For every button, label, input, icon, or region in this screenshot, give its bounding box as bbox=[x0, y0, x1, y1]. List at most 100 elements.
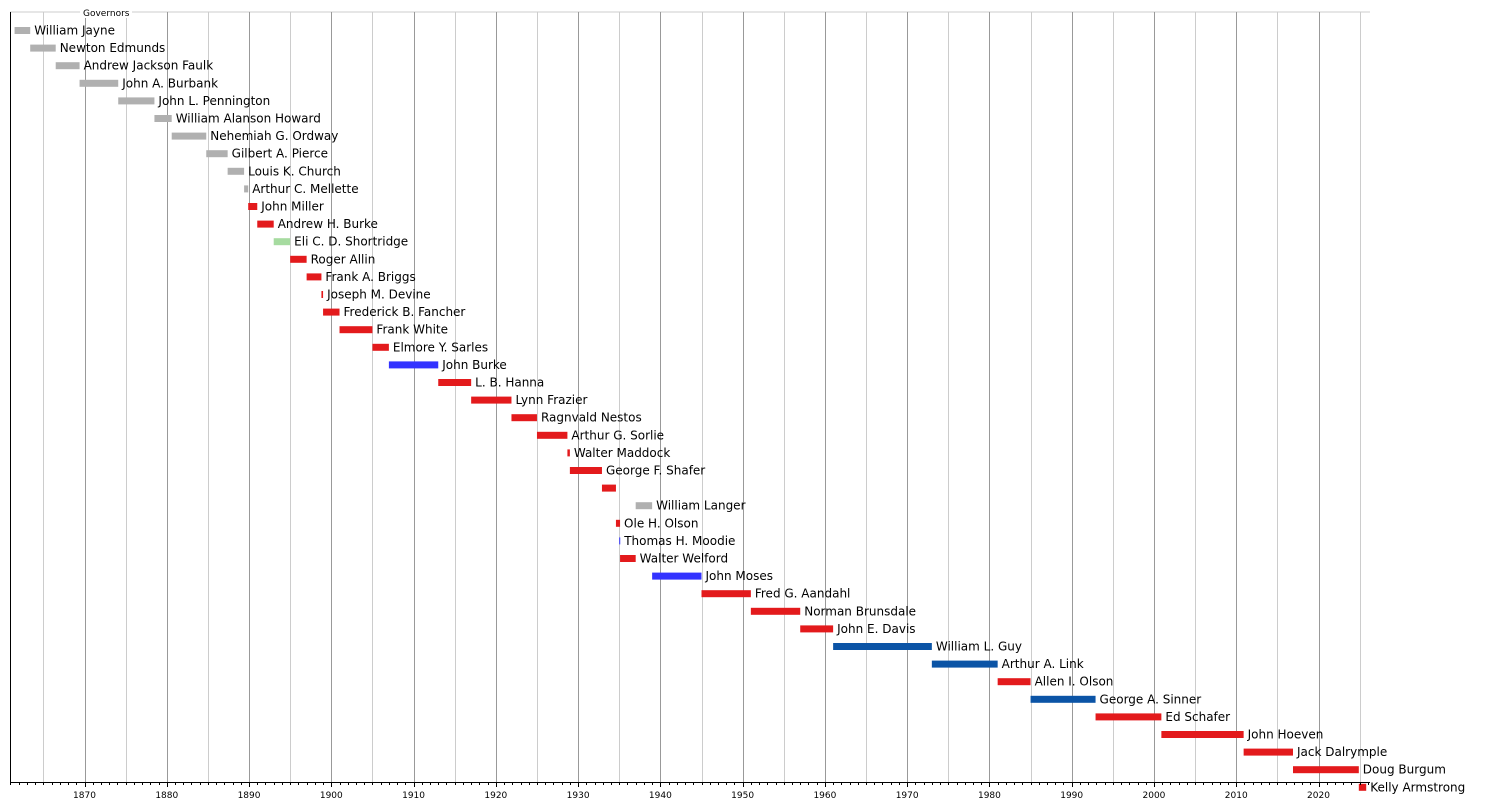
label-fred-g-aandahl: Fred G. Aandahl bbox=[755, 587, 851, 601]
label-andrew-jackson-faulk: Andrew Jackson Faulk bbox=[84, 59, 214, 73]
label-roger-allin: Roger Allin bbox=[311, 252, 376, 266]
label-ole-h-olson: Ole H. Olson bbox=[624, 516, 698, 530]
label-arthur-a-link: Arthur A. Link bbox=[1002, 657, 1084, 671]
label-eli-c-d-shortridge: Eli C. D. Shortridge bbox=[294, 235, 408, 249]
label-william-l-guy: William L. Guy bbox=[936, 640, 1022, 654]
x-tick-label-1980: 1980 bbox=[978, 791, 1001, 801]
label-lynn-frazier: Lynn Frazier bbox=[515, 393, 587, 407]
bar-arthur-a-link bbox=[931, 660, 998, 668]
x-tick-label-1920: 1920 bbox=[484, 791, 507, 801]
bar-arthur-g-sorlie bbox=[536, 431, 568, 439]
label-william-langer: William Langer bbox=[656, 499, 745, 513]
label-john-moses: John Moses bbox=[705, 569, 774, 583]
x-tick-label-1950: 1950 bbox=[731, 791, 754, 801]
x-tick-label-1900: 1900 bbox=[320, 791, 343, 801]
bar-andrew-jackson-faulk bbox=[55, 62, 80, 70]
label-jack-dalrymple: Jack Dalrymple bbox=[1296, 745, 1387, 759]
bar-joseph-m-devine bbox=[321, 291, 324, 298]
label-nehemiah-g-ordway: Nehemiah G. Ordway bbox=[210, 129, 338, 143]
bar-frederick-b-fancher bbox=[323, 308, 340, 316]
label-thomas-h-moodie: Thomas H. Moodie bbox=[623, 534, 735, 548]
x-tick-label-1910: 1910 bbox=[402, 791, 425, 801]
label-william-jayne: William Jayne bbox=[34, 24, 115, 38]
chart-title: Governors bbox=[83, 9, 130, 19]
label-john-miller: John Miller bbox=[260, 200, 324, 214]
bar-george-f-shafer bbox=[569, 467, 602, 474]
bar-john-hoeven bbox=[1161, 731, 1244, 738]
x-axis: 1870 1880 1890 1900 1910 1920 1930 1940 1950 1960… bbox=[10, 12, 1370, 801]
label-william-alanson-howard: William Alanson Howard bbox=[176, 112, 321, 126]
bar-arthur-c-mellette bbox=[244, 185, 249, 193]
label-louis-k-church: Louis K. Church bbox=[248, 164, 341, 178]
bar-john-burke bbox=[388, 361, 439, 369]
label-john-e-davis: John E. Davis bbox=[836, 622, 915, 636]
bar-john-e-davis bbox=[800, 625, 834, 633]
bar-walter-maddock bbox=[567, 449, 570, 457]
bar-john-l-pennington bbox=[118, 97, 155, 105]
label-gilbert-a-pierce: Gilbert A. Pierce bbox=[232, 147, 328, 161]
grid-layer bbox=[10, 11, 1370, 782]
bar-newton-edmunds bbox=[30, 44, 56, 52]
label-frank-white: Frank White bbox=[376, 323, 448, 337]
label-walter-maddock: Walter Maddock bbox=[574, 446, 671, 460]
bar-frank-white bbox=[339, 326, 373, 334]
label-walter-welford: Walter Welford bbox=[640, 552, 728, 566]
label-john-hoeven: John Hoeven bbox=[1247, 728, 1324, 742]
x-tick-label-1990: 1990 bbox=[1060, 791, 1083, 801]
bar-george-a-sinner bbox=[1030, 695, 1096, 703]
label-frederick-b-fancher: Frederick B. Fancher bbox=[344, 305, 466, 319]
label-john-a-burbank: John A. Burbank bbox=[121, 76, 218, 90]
bar-kelly-armstrong bbox=[1358, 783, 1367, 791]
x-tick-label-2010: 2010 bbox=[1225, 791, 1248, 801]
bar-nehemiah-g-ordway bbox=[171, 132, 207, 140]
bar-ragnvald-nestos bbox=[511, 414, 537, 422]
bar-gilbert-a-pierce bbox=[206, 150, 228, 158]
label-kelly-armstrong: Kelly Armstrong bbox=[1370, 780, 1465, 794]
bar-fred-g-aandahl bbox=[701, 590, 751, 598]
x-tick-label-1890: 1890 bbox=[238, 791, 261, 801]
label-arthur-g-sorlie: Arthur G. Sorlie bbox=[571, 428, 664, 442]
bar-allen-i-olson bbox=[997, 678, 1031, 686]
label-andrew-h-burke: Andrew H. Burke bbox=[278, 217, 378, 231]
x-tick-label-2000: 2000 bbox=[1143, 791, 1166, 801]
x-tick-label-1870: 1870 bbox=[73, 791, 96, 801]
bar-unnamed-26 bbox=[601, 484, 616, 492]
bar-louis-k-church bbox=[227, 167, 245, 175]
label-elmore-y-sarles: Elmore Y. Sarles bbox=[393, 340, 488, 354]
bar-norman-brunsdale bbox=[750, 607, 801, 615]
x-tick-label-2020: 2020 bbox=[1307, 791, 1330, 801]
bar-william-langer bbox=[635, 502, 653, 510]
x-tick-label-1940: 1940 bbox=[649, 791, 672, 801]
label-john-l-pennington: John L. Pennington bbox=[157, 94, 270, 108]
bar-john-miller bbox=[248, 203, 258, 210]
x-tick-label-1880: 1880 bbox=[155, 791, 178, 801]
bar-walter-welford bbox=[620, 555, 636, 562]
bars-layer bbox=[14, 27, 1367, 791]
bar-ole-h-olson bbox=[615, 519, 621, 527]
chart-title-background bbox=[80, 6, 132, 18]
bar-william-l-guy bbox=[833, 643, 932, 650]
label-ed-schafer: Ed Schafer bbox=[1165, 710, 1230, 724]
bar-john-a-burbank bbox=[79, 79, 119, 87]
label-allen-i-olson: Allen I. Olson bbox=[1035, 675, 1114, 689]
x-tick-label-1960: 1960 bbox=[813, 791, 836, 801]
bar-l-b-hanna bbox=[438, 379, 472, 386]
bar-elmore-y-sarles bbox=[372, 343, 389, 351]
x-tick-label-1970: 1970 bbox=[896, 791, 919, 801]
label-doug-burgum: Doug Burgum bbox=[1363, 763, 1446, 777]
labels-layer: William Jayne Newton Edmunds Andrew Jackso… bbox=[34, 24, 1465, 795]
bar-ed-schafer bbox=[1095, 713, 1162, 721]
bar-lynn-frazier bbox=[471, 396, 512, 404]
label-ragnvald-nestos: Ragnvald Nestos bbox=[541, 411, 642, 425]
bar-eli-c-d-shortridge bbox=[273, 238, 291, 246]
bar-jack-dalrymple bbox=[1243, 748, 1293, 756]
label-l-b-hanna: L. B. Hanna bbox=[475, 376, 544, 390]
label-john-burke: John Burke bbox=[441, 358, 507, 372]
label-joseph-m-devine: Joseph M. Devine bbox=[326, 288, 431, 302]
bar-william-alanson-howard bbox=[154, 115, 172, 122]
bar-frank-a-briggs bbox=[306, 273, 322, 281]
label-george-a-sinner: George A. Sinner bbox=[1100, 692, 1202, 706]
bar-john-moses bbox=[652, 572, 702, 580]
x-tick-label-1930: 1930 bbox=[567, 791, 590, 801]
